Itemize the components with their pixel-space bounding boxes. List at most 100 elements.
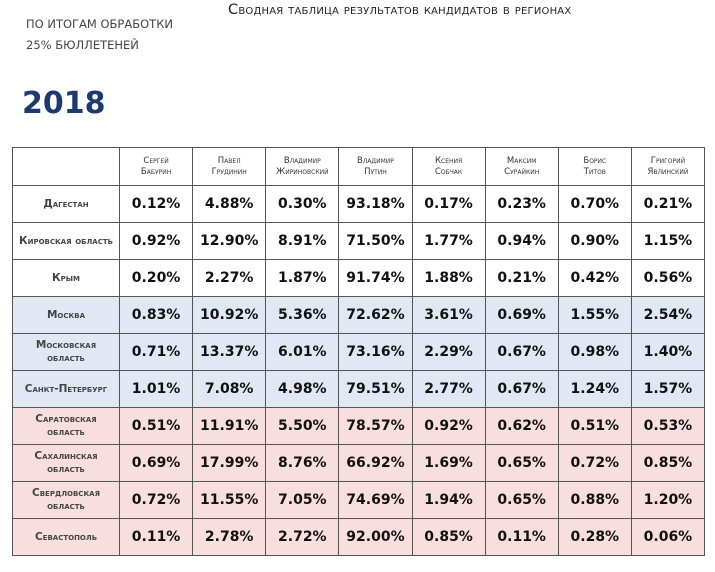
result-cell: 8.76% xyxy=(265,444,340,482)
result-cell: 0.53% xyxy=(630,407,706,445)
result-cell: 0.72% xyxy=(557,444,632,482)
region-name: Севастополь xyxy=(12,518,120,556)
result-cell: 0.23% xyxy=(484,185,559,223)
result-cell: 2.29% xyxy=(411,333,486,371)
result-cell: 7.08% xyxy=(192,370,267,408)
table-head: Сергей Бабурин Павел Грудинин Владимир Жирино… xyxy=(12,147,706,186)
result-cell: 11.91% xyxy=(192,407,267,445)
result-cell: 93.18% xyxy=(338,185,413,223)
result-cell: 6.01% xyxy=(265,333,340,371)
result-cell: 0.51% xyxy=(557,407,632,445)
candidate-first-name: Григорий xyxy=(650,155,686,166)
result-cell: 0.69% xyxy=(484,296,559,334)
result-cell: 0.28% xyxy=(557,518,632,556)
candidate-header: Сергей Бабурин xyxy=(118,147,194,186)
result-cell: 0.12% xyxy=(118,185,194,223)
result-cell: 0.83% xyxy=(118,296,194,334)
result-cell: 3.61% xyxy=(411,296,486,334)
photos xyxy=(119,74,705,146)
note-line: 25% БЮЛЛЕТЕНЕЙ xyxy=(26,38,139,52)
region-name: Санкт-Петербург xyxy=(12,370,120,408)
candidate-first-name: Сергей xyxy=(143,155,169,166)
result-cell: 7.05% xyxy=(265,481,340,519)
result-cell: 91.74% xyxy=(338,259,413,297)
candidate-header: Борис Титов xyxy=(557,147,632,186)
region-row: Дагестан 0.12% 4.88% 0.30% 93.18% 0.17% 0.23% 0… xyxy=(12,185,706,223)
result-cell: 1.77% xyxy=(411,222,486,260)
result-cell: 0.70% xyxy=(557,185,632,223)
candidate-first-name: Владимир xyxy=(356,155,394,166)
result-cell: 74.69% xyxy=(338,481,413,519)
result-cell: 0.90% xyxy=(557,222,632,260)
result-cell: 92.00% xyxy=(338,518,413,556)
region-row: Крым 0.20% 2.27% 1.87% 91.74% 1.88% 0.21% 0.42%… xyxy=(12,259,706,297)
result-cell: 1.57% xyxy=(630,370,706,408)
result-cell: 0.92% xyxy=(118,222,194,260)
result-cell: 66.92% xyxy=(338,444,413,482)
result-cell: 1.88% xyxy=(411,259,486,297)
candidate-last-name: Явлинский xyxy=(647,166,689,177)
candidate-last-name: Грудинин xyxy=(211,166,247,177)
result-cell: 0.51% xyxy=(118,407,194,445)
result-cell: 0.65% xyxy=(484,444,559,482)
result-cell: 1.94% xyxy=(411,481,486,519)
region-row: Москва 0.83% 10.92% 5.36% 72.62% 3.61% 0.69% 1.… xyxy=(12,296,706,334)
candidate-last-name: Сурайкин xyxy=(504,166,540,177)
result-cell: 0.11% xyxy=(118,518,194,556)
region-name: Дагестан xyxy=(12,185,120,223)
corner-cell xyxy=(12,147,120,186)
result-cell: 5.50% xyxy=(265,407,340,445)
region-name: Саратовская область xyxy=(12,407,120,445)
candidate-header: Павел Грудинин xyxy=(192,147,267,186)
candidate-first-name: Максим xyxy=(506,155,537,166)
result-cell: 17.99% xyxy=(192,444,267,482)
candidate-first-name: Павел xyxy=(217,155,241,166)
result-cell: 13.37% xyxy=(192,333,267,371)
header-row: Сергей Бабурин Павел Грудинин Владимир Жирино… xyxy=(12,147,706,186)
result-cell: 0.67% xyxy=(484,333,559,371)
candidate-last-name: Собчак xyxy=(434,166,463,177)
result-cell: 2.72% xyxy=(265,518,340,556)
result-cell: 2.54% xyxy=(630,296,706,334)
result-cell: 12.90% xyxy=(192,222,267,260)
region-row: Санкт-Петербург 1.01% 7.08% 4.98% 79.51% 2.77… xyxy=(12,370,706,408)
result-cell: 2.27% xyxy=(192,259,267,297)
result-cell: 1.24% xyxy=(557,370,632,408)
results-table: Сергей Бабурин Павел Грудинин Владимир Жирино… xyxy=(12,147,706,556)
result-cell: 0.98% xyxy=(557,333,632,371)
region-row: Московская область 0.71% 13.37% 6.01% 73.16%… xyxy=(12,333,706,371)
candidate-header: Владимир Жириновский xyxy=(265,147,340,186)
result-cell: 1.15% xyxy=(630,222,706,260)
candidate-header: Максим Сурайкин xyxy=(484,147,559,186)
result-cell: 0.92% xyxy=(411,407,486,445)
result-cell: 1.20% xyxy=(630,481,706,519)
region-row: Саратовская область 0.51% 11.91% 5.50% 78.57… xyxy=(12,407,706,445)
result-cell: 0.21% xyxy=(484,259,559,297)
region-name: Кировская область xyxy=(12,222,120,260)
year: 2018 xyxy=(22,86,106,121)
result-cell: 0.11% xyxy=(484,518,559,556)
result-cell: 4.88% xyxy=(192,185,267,223)
result-cell: 2.78% xyxy=(192,518,267,556)
region-row: Севастополь 0.11% 2.78% 2.72% 92.00% 0.85% 0.1… xyxy=(12,518,706,556)
result-cell: 1.87% xyxy=(265,259,340,297)
result-cell: 0.42% xyxy=(557,259,632,297)
result-cell: 73.16% xyxy=(338,333,413,371)
region-name: Москва xyxy=(12,296,120,334)
region-name: Свердловская область xyxy=(12,481,120,519)
result-cell: 1.55% xyxy=(557,296,632,334)
result-cell: 0.72% xyxy=(118,481,194,519)
title: Сводная таблица результатов кандидатов в… xyxy=(228,2,572,18)
result-cell: 0.17% xyxy=(411,185,486,223)
result-cell: 0.62% xyxy=(484,407,559,445)
result-cell: 0.30% xyxy=(265,185,340,223)
result-cell: 0.67% xyxy=(484,370,559,408)
result-cell: 1.01% xyxy=(118,370,194,408)
region-row: Сахалинская область 0.69% 17.99% 8.76% 66.92… xyxy=(12,444,706,482)
candidate-header: Григорий Явлинский xyxy=(630,147,706,186)
note: ПО ИТОГАМ ОБРАБОТКИ 25% БЮЛЛЕТЕНЕЙ xyxy=(26,14,173,56)
region-name: Крым xyxy=(12,259,120,297)
result-cell: 0.69% xyxy=(118,444,194,482)
result-cell: 0.88% xyxy=(557,481,632,519)
